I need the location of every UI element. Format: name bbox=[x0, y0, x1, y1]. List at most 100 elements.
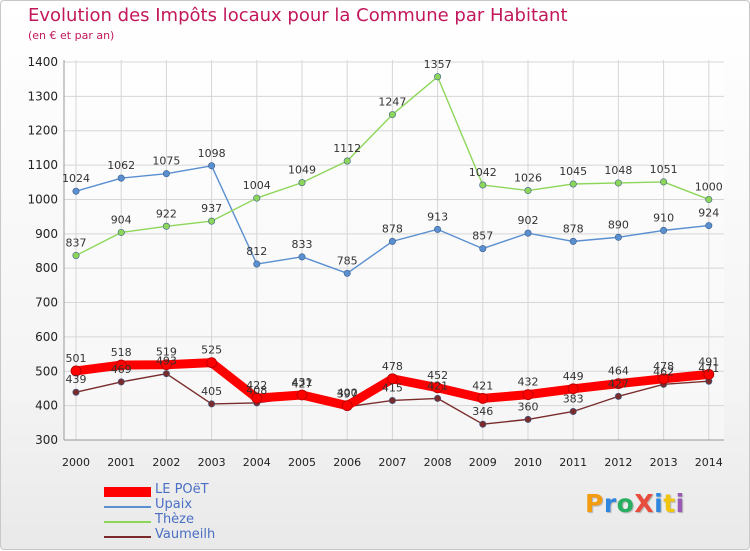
data-point-upaix bbox=[524, 229, 532, 237]
data-label-vaumeilh: 469 bbox=[111, 363, 132, 376]
data-point-upaix bbox=[614, 233, 622, 241]
data-label-vaumeilh: 397 bbox=[337, 388, 358, 401]
data-point-upaix bbox=[253, 260, 261, 268]
legend-label-vaumeilh: Vaumeilh bbox=[155, 527, 216, 542]
data-label-le-po-t: 478 bbox=[653, 360, 674, 373]
data-label-upaix: 924 bbox=[698, 207, 719, 220]
data-point-le-po-t bbox=[567, 383, 579, 395]
y-tick-label: 900 bbox=[35, 227, 58, 241]
data-point-th-ze bbox=[434, 73, 442, 81]
data-label-th-ze: 922 bbox=[156, 207, 177, 220]
data-label-upaix: 833 bbox=[292, 238, 313, 251]
data-label-th-ze: 1112 bbox=[333, 142, 361, 155]
data-label-upaix: 890 bbox=[608, 218, 629, 231]
data-label-le-po-t: 519 bbox=[156, 346, 177, 359]
y-tick-label: 600 bbox=[35, 330, 58, 344]
data-label-le-po-t: 501 bbox=[66, 352, 87, 365]
data-point-th-ze bbox=[569, 180, 577, 188]
data-label-upaix: 1024 bbox=[62, 172, 90, 185]
data-label-le-po-t: 432 bbox=[518, 376, 539, 389]
data-point-le-po-t bbox=[160, 359, 172, 371]
x-tick-label: 2014 bbox=[695, 456, 723, 469]
data-point-th-ze bbox=[162, 222, 170, 230]
data-label-le-po-t: 518 bbox=[111, 346, 132, 359]
data-label-upaix: 1098 bbox=[198, 147, 226, 160]
data-label-upaix: 902 bbox=[518, 214, 539, 227]
data-point-vaumeilh bbox=[208, 400, 216, 408]
y-tick-label: 1300 bbox=[27, 89, 58, 103]
data-point-th-ze bbox=[253, 194, 261, 202]
data-point-th-ze bbox=[614, 179, 622, 187]
data-point-th-ze bbox=[117, 228, 125, 236]
data-label-le-po-t: 431 bbox=[292, 376, 313, 389]
legend-swatch-th-ze bbox=[104, 521, 151, 523]
data-label-le-po-t: 478 bbox=[382, 360, 403, 373]
data-label-th-ze: 1004 bbox=[243, 179, 271, 192]
x-tick-label: 2005 bbox=[288, 456, 316, 469]
data-label-th-ze: 1045 bbox=[559, 165, 587, 178]
data-label-vaumeilh: 405 bbox=[201, 385, 222, 398]
data-label-vaumeilh: 439 bbox=[66, 373, 87, 386]
series-th-ze bbox=[72, 73, 713, 259]
data-point-th-ze bbox=[343, 157, 351, 165]
data-label-le-po-t: 452 bbox=[427, 369, 448, 382]
data-point-th-ze bbox=[388, 111, 396, 119]
data-label-vaumeilh: 408 bbox=[246, 384, 267, 397]
data-label-th-ze: 1357 bbox=[424, 58, 452, 71]
proxiti-logo: ProXiti bbox=[585, 489, 685, 518]
series-upaix bbox=[72, 162, 713, 277]
data-label-th-ze: 1048 bbox=[604, 164, 632, 177]
data-point-le-po-t bbox=[613, 378, 624, 390]
data-label-le-po-t: 464 bbox=[608, 365, 629, 378]
data-point-upaix bbox=[479, 245, 487, 253]
data-label-upaix: 857 bbox=[472, 230, 493, 243]
data-point-upaix bbox=[434, 225, 442, 233]
y-tick-label: 1100 bbox=[27, 158, 58, 172]
data-label-th-ze: 937 bbox=[201, 202, 222, 215]
y-tick-label: 500 bbox=[35, 364, 58, 378]
x-tick-label: 2002 bbox=[152, 456, 180, 469]
y-tick-label: 800 bbox=[35, 261, 58, 275]
legend-swatch-upaix bbox=[104, 506, 151, 508]
x-tick-label: 2003 bbox=[198, 456, 226, 469]
data-point-vaumeilh bbox=[479, 420, 487, 428]
data-point-upaix bbox=[208, 162, 216, 170]
data-point-th-ze bbox=[524, 187, 532, 195]
data-label-th-ze: 1049 bbox=[288, 164, 316, 177]
data-point-le-po-t bbox=[477, 393, 489, 404]
data-point-le-po-t bbox=[296, 389, 308, 401]
data-point-vaumeilh bbox=[162, 370, 170, 378]
data-point-th-ze bbox=[705, 195, 713, 203]
y-tick-label: 1400 bbox=[27, 55, 58, 69]
data-label-vaumeilh: 346 bbox=[472, 405, 493, 418]
data-label-le-po-t: 491 bbox=[698, 355, 719, 368]
x-tick-label: 2006 bbox=[333, 456, 361, 469]
data-point-le-po-t bbox=[386, 373, 398, 385]
data-label-le-po-t: 525 bbox=[201, 344, 222, 357]
data-point-vaumeilh bbox=[524, 415, 532, 423]
data-point-le-po-t bbox=[251, 392, 263, 404]
x-tick-label: 2009 bbox=[469, 456, 497, 469]
data-point-upaix bbox=[569, 237, 577, 245]
data-label-vaumeilh: 427 bbox=[292, 377, 313, 390]
data-label-th-ze: 1000 bbox=[695, 180, 723, 193]
logo-letter: X bbox=[634, 489, 655, 518]
y-tick-label: 300 bbox=[35, 433, 58, 447]
data-point-upaix bbox=[343, 269, 351, 277]
data-point-upaix bbox=[162, 170, 170, 178]
data-point-vaumeilh bbox=[569, 407, 577, 415]
data-label-th-ze: 1042 bbox=[469, 166, 497, 179]
data-label-upaix: 913 bbox=[427, 210, 448, 223]
data-label-th-ze: 1026 bbox=[514, 172, 542, 185]
data-point-th-ze bbox=[208, 217, 216, 225]
x-tick-label: 2013 bbox=[650, 456, 678, 469]
data-label-le-po-t: 449 bbox=[563, 370, 584, 383]
data-point-upaix bbox=[298, 253, 306, 261]
data-point-le-po-t bbox=[206, 357, 218, 369]
y-tick-label: 1200 bbox=[27, 124, 58, 138]
legend-label-le-po-t: LE POëT bbox=[155, 482, 209, 497]
x-tick-label: 2000 bbox=[62, 456, 90, 469]
y-tick-label: 700 bbox=[35, 296, 58, 310]
